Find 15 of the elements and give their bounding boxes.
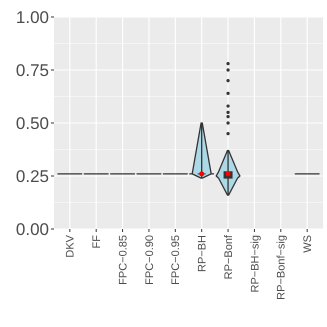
x-tick-label: WS xyxy=(302,235,314,253)
x-tick-label: FPC−0.85 xyxy=(117,235,130,285)
y-tick-label: 0.75 xyxy=(16,60,49,80)
x-tick-label: FPC−0.90 xyxy=(144,235,156,285)
y-tick-label: 0.00 xyxy=(16,220,49,239)
x-tick-label: RP−Bonf−sig xyxy=(276,235,288,300)
x-tick-label: FPC−0.95 xyxy=(170,235,182,285)
y-tick-label: 1.00 xyxy=(16,8,49,27)
y-tick-label: 0.50 xyxy=(16,114,49,133)
x-tick-label: RP−BH xyxy=(196,234,209,272)
y-tick-label: 0.25 xyxy=(16,166,49,186)
x-tick-label: FF xyxy=(91,234,104,248)
x-tick-label: RP−Bonf xyxy=(222,234,235,280)
x-tick-label: RP−BH−sig xyxy=(249,235,262,292)
x-tick-label: DKV xyxy=(64,234,77,258)
